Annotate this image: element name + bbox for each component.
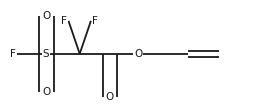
Text: O: O bbox=[134, 49, 142, 59]
Text: O: O bbox=[42, 11, 50, 21]
Text: O: O bbox=[105, 92, 114, 102]
Text: F: F bbox=[10, 49, 16, 59]
Text: F: F bbox=[92, 16, 98, 26]
Text: O: O bbox=[42, 87, 50, 97]
Text: F: F bbox=[61, 16, 67, 26]
Text: S: S bbox=[43, 49, 50, 59]
